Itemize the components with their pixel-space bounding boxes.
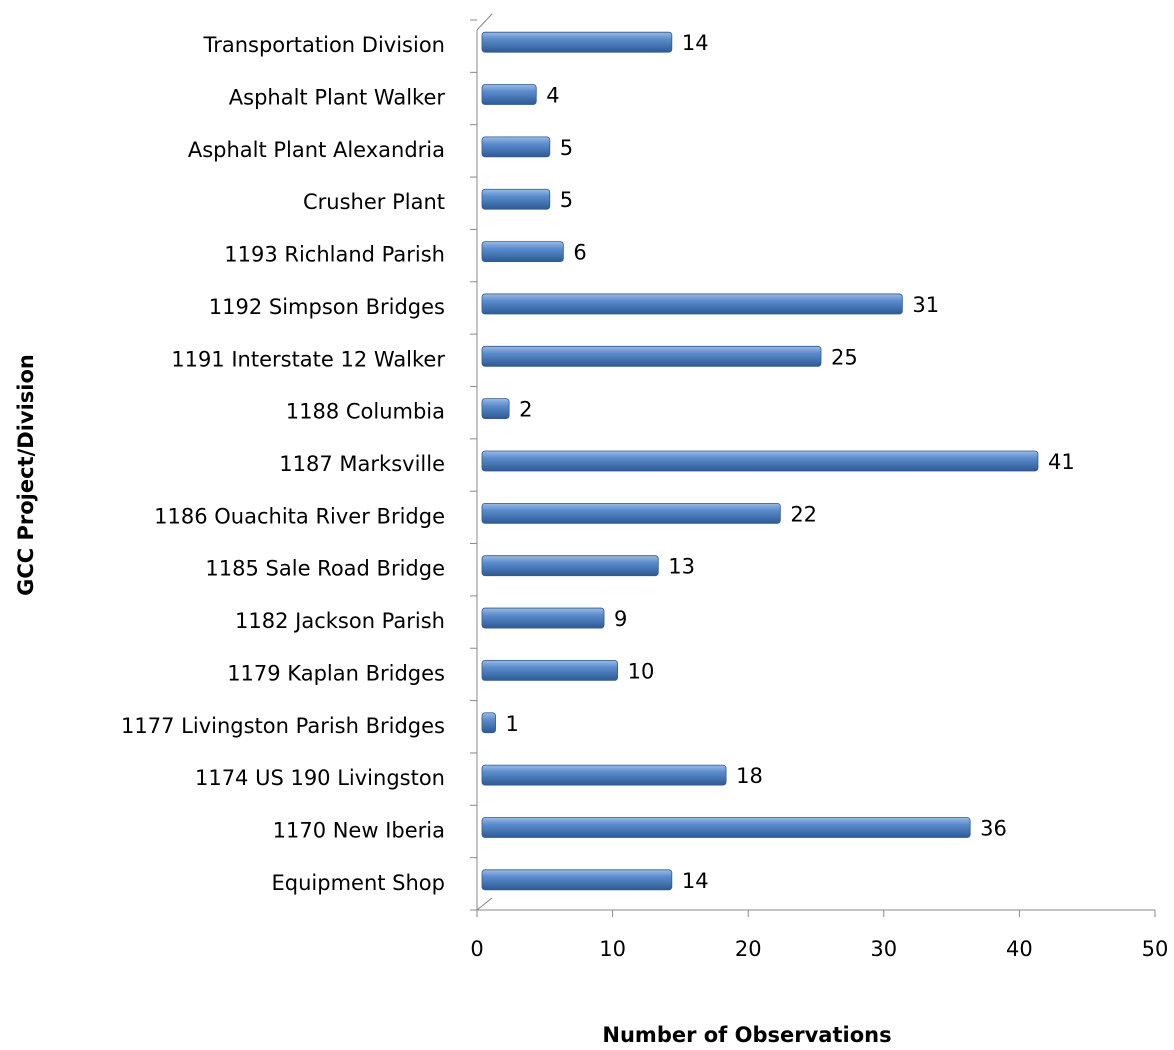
bar [481, 764, 727, 786]
x-tick-label: 30 [870, 937, 897, 961]
value-label: 2 [519, 398, 532, 422]
value-label: 10 [628, 659, 655, 683]
bar [481, 31, 673, 53]
bar [481, 398, 510, 420]
value-label: 18 [736, 764, 763, 788]
bar [481, 241, 564, 262]
y-axis-title: GCC Project/Division [14, 354, 38, 596]
x-tick-label: 10 [599, 937, 626, 961]
wall-edge [476, 13, 493, 31]
category-label: 1191 Interstate 12 Walker [171, 347, 445, 371]
value-label: 22 [790, 502, 817, 526]
bar [481, 84, 537, 105]
category-label: Transportation Division [202, 33, 445, 57]
bar [481, 555, 659, 577]
value-label: 14 [682, 31, 709, 55]
bar [481, 607, 605, 629]
category-label: 1188 Columbia [286, 400, 445, 424]
x-tick-label: 40 [1006, 937, 1033, 961]
value-label: 5 [560, 188, 573, 212]
bar [481, 817, 971, 838]
category-label: Crusher Plant [303, 190, 445, 214]
bar [481, 450, 1039, 472]
value-label: 13 [668, 555, 695, 579]
category-label: Asphalt Plant Alexandria [188, 138, 445, 162]
category-label: 1182 Jackson Parish [235, 609, 445, 633]
x-tick-label: 20 [735, 937, 762, 961]
category-label: 1185 Sale Road Bridge [205, 557, 445, 581]
bar [481, 293, 903, 315]
value-label: 5 [560, 136, 573, 160]
bar [481, 660, 619, 681]
value-label: 36 [980, 816, 1007, 840]
x-tick-label: 50 [1142, 937, 1169, 961]
value-label: 41 [1048, 450, 1075, 474]
category-label: 1179 Kaplan Bridges [227, 661, 445, 685]
category-label: 1186 Ouachita River Bridge [154, 504, 445, 528]
value-label: 9 [614, 607, 627, 631]
category-label: 1187 Marksville [279, 452, 445, 476]
bar [481, 136, 551, 158]
value-label: 25 [831, 345, 858, 369]
value-label: 6 [573, 241, 586, 265]
bar [481, 869, 673, 891]
value-label: 14 [682, 869, 709, 893]
x-axis-title: Number of Observations [602, 1023, 891, 1047]
value-label: 31 [912, 293, 939, 317]
bar [481, 188, 551, 210]
category-label: 1177 Livingston Parish Bridges [121, 714, 445, 738]
bar [481, 345, 822, 367]
category-label: Asphalt Plant Walker [229, 86, 446, 110]
floor-edge [476, 897, 493, 911]
category-label: 1193 Richland Parish [224, 243, 445, 267]
category-label: 1174 US 190 Livingston [195, 766, 445, 790]
bar [481, 712, 496, 734]
value-label: 4 [546, 84, 559, 108]
category-label: 1192 Simpson Bridges [209, 295, 445, 319]
x-tick-label: 0 [470, 937, 483, 961]
category-label: Equipment Shop [272, 871, 446, 895]
bar [481, 502, 781, 524]
category-label: 1170 New Iberia [273, 818, 445, 842]
value-label: 1 [506, 712, 519, 736]
